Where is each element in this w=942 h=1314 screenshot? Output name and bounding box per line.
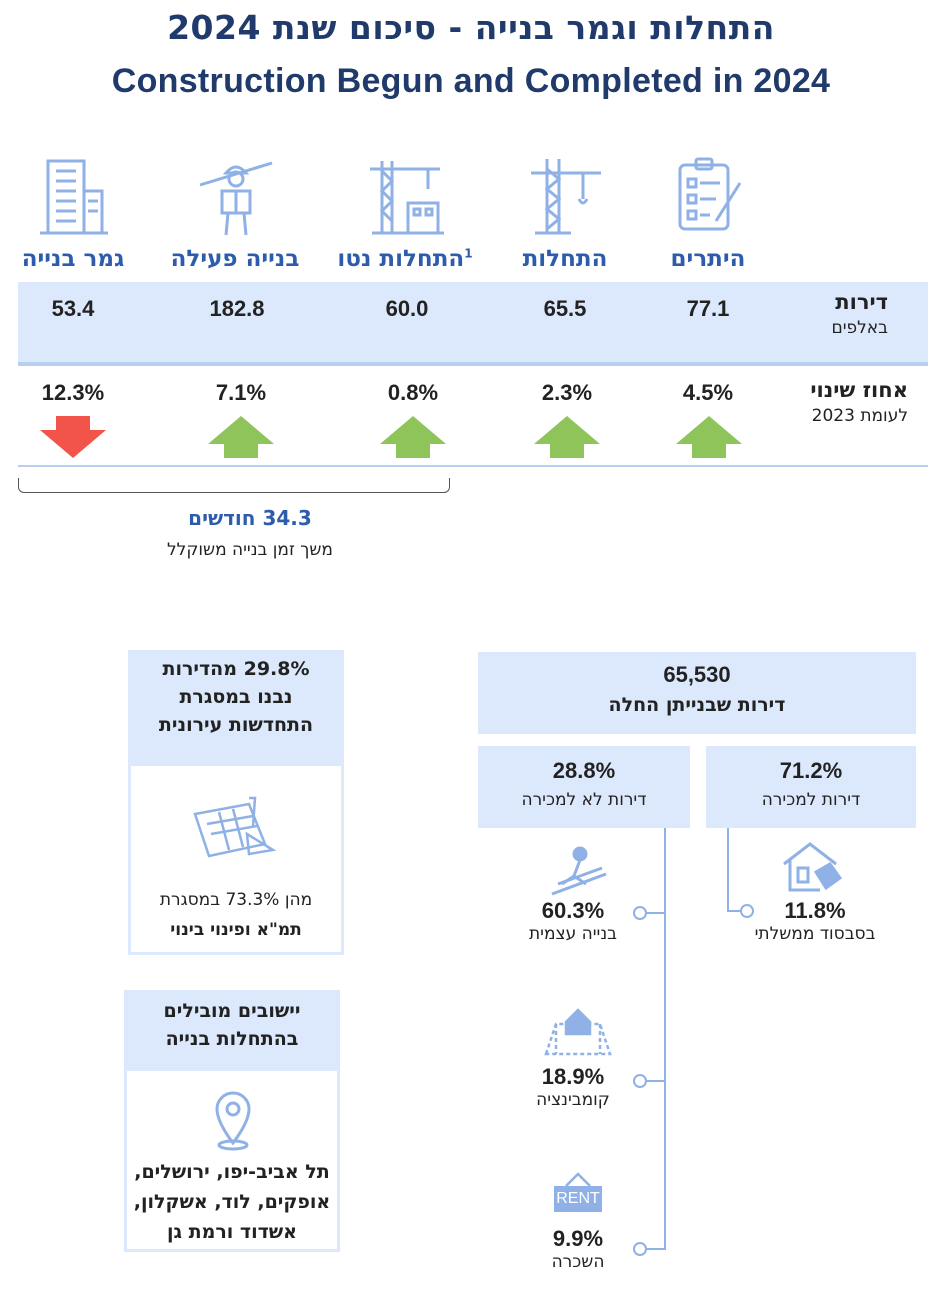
row-label-dwellings: דירות באלפים — [748, 290, 888, 338]
self-build-label: בנייה עצמית — [529, 924, 617, 944]
value-net-starts: 60.0 — [385, 296, 429, 321]
rent-stat: 9.9% השכרה — [493, 1226, 663, 1272]
not-for-sale-label: דירות לא למכירה — [521, 790, 647, 810]
subsidy-label: בסבסוד ממשלתי — [754, 924, 876, 944]
self-build-pct: 60.3% — [541, 898, 605, 923]
not-for-sale-box: 28.8% דירות לא למכירה — [478, 746, 690, 828]
starts-total-number: 65,530 — [663, 662, 731, 687]
connector-dot — [633, 906, 647, 920]
column-header-net-starts: 1התחלות נטו — [320, 246, 490, 272]
rent-pct: 9.9% — [552, 1226, 604, 1251]
leading-localities-panel: תל אביב-יפו, ירושלים, אופקים, לוד, אשקלו… — [124, 1068, 340, 1252]
column-header-permits: היתרים — [670, 246, 746, 272]
combination-label: קומבינציה — [536, 1090, 610, 1110]
urban-renewal-line2: נבנו במסגרת — [179, 686, 293, 708]
rent-sign-text: RENT — [554, 1186, 602, 1212]
value-permits: 77.1 — [686, 296, 730, 321]
rent-sign-hanger — [565, 1172, 591, 1186]
urban-renewal-line3: התחדשות עירונית — [158, 714, 314, 736]
starts-total-box: 65,530 דירות שבנייתן החלה — [478, 652, 916, 734]
starts-total-label: דירות שבנייתן החלה — [608, 694, 786, 716]
tower-crane-icon — [525, 155, 605, 240]
change-completed: 12.3% — [41, 380, 105, 405]
change-active-construction: 7.1% — [215, 380, 267, 405]
connector-line — [640, 912, 664, 914]
leading-localities-header: יישובים מובילים בהתחלות בנייה — [124, 990, 340, 1070]
house-plan-icon — [544, 1008, 612, 1056]
row-label-change-title: אחוז שינוי — [810, 378, 908, 402]
column-header-active-construction: בנייה פעילה — [170, 246, 300, 272]
column-header-starts: התחלות — [522, 246, 608, 272]
values-band — [18, 282, 928, 366]
construction-worker-icon — [196, 155, 276, 240]
crane-building-icon — [368, 155, 448, 240]
urban-renewal-header: 29.8% מהדירות נבנו במסגרת התחדשות עירוני… — [128, 650, 344, 766]
value-starts: 65.5 — [543, 296, 587, 321]
connector-line — [640, 1248, 664, 1250]
house-tag-icon — [783, 842, 842, 892]
row-label-change-sub: לעומת 2023 — [811, 406, 908, 426]
rent-label: השכרה — [551, 1252, 605, 1272]
connector-line — [664, 828, 666, 1250]
duration-bracket — [18, 478, 450, 493]
for-sale-label: דירות למכירה — [761, 790, 861, 810]
location-pin-icon — [215, 1091, 251, 1151]
up-arrow-icon — [534, 416, 600, 458]
construction-duration-label: משך זמן בנייה משוקלל — [167, 540, 333, 560]
builder-icon — [551, 846, 607, 896]
leading-localities-cities-line2: אופקים, לוד, אשקלון, — [133, 1191, 331, 1213]
row-label-dwellings-title: דירות — [835, 290, 888, 314]
combination-pct: 18.9% — [541, 1064, 605, 1089]
connector-line — [727, 910, 751, 912]
connector-line — [727, 828, 729, 910]
self-build-stat: 60.3% בנייה עצמית — [488, 898, 658, 944]
blueprint-icon — [193, 796, 277, 858]
connector-line — [640, 1080, 664, 1082]
subsidy-pct: 11.8% — [784, 898, 846, 923]
footnote-marker: 1 — [464, 246, 473, 261]
leading-localities-line1: יישובים מובילים — [163, 1000, 301, 1022]
value-completed: 53.4 — [51, 296, 95, 321]
change-permits: 4.5% — [682, 380, 734, 405]
rent-sign-icon: RENT — [552, 1170, 604, 1216]
column-header-net-starts-label: התחלות נטו — [337, 246, 465, 272]
change-net-starts: 0.8% — [387, 380, 439, 405]
urban-renewal-line1: 29.8% מהדירות — [162, 658, 310, 680]
up-arrow-icon — [380, 416, 446, 458]
for-sale-pct: 71.2% — [779, 758, 843, 783]
connector-dot — [740, 904, 754, 918]
leading-localities-cities-line1: תל אביב-יפו, ירושלים, — [134, 1161, 330, 1183]
up-arrow-icon — [676, 416, 742, 458]
office-building-icon — [34, 155, 114, 240]
connector-dot — [633, 1074, 647, 1088]
not-for-sale-pct: 28.8% — [552, 758, 616, 783]
row-label-change: אחוז שינוי לעומת 2023 — [768, 378, 908, 426]
urban-renewal-note-line1: מהן 73.3% במסגרת — [159, 890, 313, 910]
for-sale-box: 71.2% דירות למכירה — [706, 746, 916, 828]
leading-localities-cities-line3: אשדוד ורמת גן — [166, 1221, 298, 1243]
clipboard-icon — [668, 155, 748, 240]
divider — [18, 465, 928, 467]
column-header-completed: גמר בנייה — [21, 246, 125, 272]
connector-dot — [633, 1242, 647, 1256]
value-active-construction: 182.8 — [209, 296, 265, 321]
up-arrow-icon — [208, 416, 274, 458]
change-starts: 2.3% — [541, 380, 593, 405]
row-label-dwellings-unit: באלפים — [831, 318, 888, 338]
title-english: Construction Begun and Completed in 2024 — [111, 62, 831, 100]
urban-renewal-note-line2: תמ"א ופינוי בינוי — [170, 920, 302, 940]
title-hebrew: התחלות וגמר בנייה - סיכום שנת 2024 — [167, 8, 775, 47]
urban-renewal-panel: מהן 73.3% במסגרת תמ"א ופינוי בינוי — [128, 763, 344, 955]
down-arrow-icon — [40, 416, 106, 458]
leading-localities-line2: בהתחלות בנייה — [165, 1028, 299, 1050]
subsidy-stat: 11.8% בסבסוד ממשלתי — [730, 898, 900, 944]
construction-duration-value: 34.3 חודשים — [188, 506, 312, 530]
combination-stat: 18.9% קומבינציה — [488, 1064, 658, 1110]
